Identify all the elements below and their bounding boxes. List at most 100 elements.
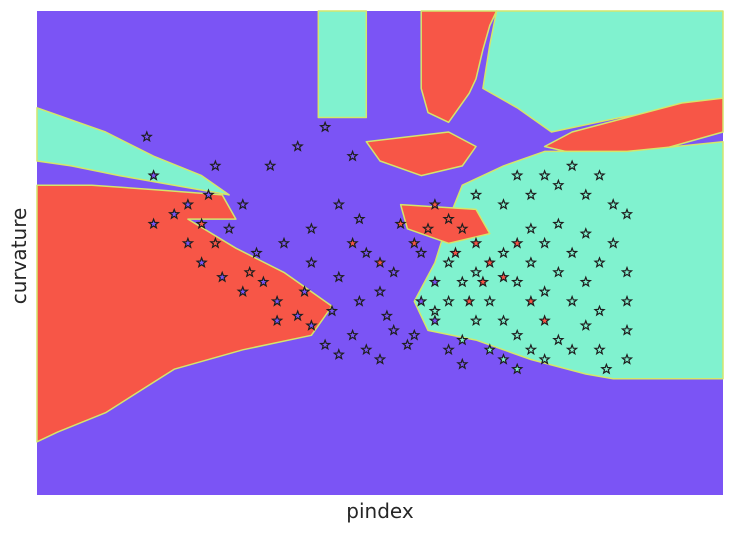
scatter-points xyxy=(140,120,634,375)
point-purple-6 xyxy=(216,270,229,283)
point-teal-36 xyxy=(607,198,620,210)
point-teal-25 xyxy=(524,222,538,235)
decision-regions xyxy=(36,10,724,495)
point-purple-8 xyxy=(257,275,270,288)
point-teal-6 xyxy=(552,265,565,278)
point-purple-44 xyxy=(270,314,284,326)
region-red-3 xyxy=(420,10,498,124)
point-purple-37 xyxy=(428,314,441,326)
point-red-11 xyxy=(346,236,359,249)
point-red-15 xyxy=(510,236,524,249)
point-purple-14 xyxy=(346,328,359,341)
point-teal-14 xyxy=(538,352,551,365)
point-teal-23 xyxy=(497,353,510,365)
point-teal-32 xyxy=(620,265,634,278)
point-teal-3 xyxy=(510,275,524,288)
point-teal-41 xyxy=(469,188,483,201)
point-red-7 xyxy=(449,246,462,259)
point-teal-12 xyxy=(510,328,524,341)
point-purple-45 xyxy=(298,285,311,298)
point-teal-35 xyxy=(620,352,634,365)
point-purple-46 xyxy=(325,304,339,317)
region-red-1 xyxy=(36,184,333,443)
point-purple-34 xyxy=(373,285,387,298)
point-teal-40 xyxy=(497,198,510,210)
point-teal-4 xyxy=(524,256,538,269)
point-purple-16 xyxy=(373,353,387,365)
point-teal-38 xyxy=(552,178,565,191)
point-purple-38 xyxy=(442,343,455,356)
point-teal-15 xyxy=(552,333,565,346)
point-teal-44 xyxy=(538,169,551,181)
point-teal-30 xyxy=(593,256,606,269)
point-teal-28 xyxy=(565,246,579,259)
point-purple-15 xyxy=(360,343,373,356)
point-purple-3 xyxy=(167,207,181,220)
point-red-12 xyxy=(195,217,208,230)
point-teal-46 xyxy=(620,207,634,220)
point-red-0 xyxy=(408,236,421,249)
point-purple-0 xyxy=(140,130,153,143)
point-teal-17 xyxy=(579,319,593,331)
point-purple-33 xyxy=(360,246,373,259)
point-teal-21 xyxy=(456,333,469,346)
y-axis-label: curvature xyxy=(7,208,31,305)
point-purple-30 xyxy=(250,246,263,259)
point-red-10 xyxy=(373,256,387,269)
point-teal-0 xyxy=(442,256,455,269)
point-teal-22 xyxy=(483,343,496,356)
point-red-2 xyxy=(442,212,455,225)
point-red-9 xyxy=(497,270,510,283)
point-teal-19 xyxy=(600,362,613,375)
point-teal-39 xyxy=(524,188,538,201)
point-purple-21 xyxy=(332,198,346,210)
point-purple-49 xyxy=(408,328,421,341)
point-purple-22 xyxy=(353,212,366,225)
region-teal-7 xyxy=(413,140,724,380)
point-red-8 xyxy=(483,256,496,269)
point-teal-10 xyxy=(483,294,496,307)
point-purple-11 xyxy=(305,319,318,331)
point-purple-25 xyxy=(264,159,277,172)
point-purple-27 xyxy=(319,120,332,133)
point-teal-42 xyxy=(593,169,606,181)
point-purple-23 xyxy=(236,198,250,210)
region-teal-2 xyxy=(317,10,368,119)
point-purple-9 xyxy=(270,294,284,307)
point-teal-31 xyxy=(607,236,620,249)
point-purple-10 xyxy=(291,309,304,322)
point-purple-1 xyxy=(147,169,160,181)
point-purple-18 xyxy=(401,338,414,351)
point-red-13 xyxy=(209,236,222,249)
point-purple-20 xyxy=(305,222,318,235)
point-red-16 xyxy=(524,294,538,307)
point-teal-34 xyxy=(620,323,634,336)
point-purple-19 xyxy=(277,236,291,249)
point-purple-32 xyxy=(332,270,346,283)
region-red-5 xyxy=(543,97,724,157)
point-purple-13 xyxy=(332,348,345,360)
point-purple-48 xyxy=(380,309,394,322)
point-teal-33 xyxy=(620,294,634,307)
point-purple-17 xyxy=(387,323,400,336)
point-red-17 xyxy=(538,314,551,326)
point-purple-5 xyxy=(195,256,208,269)
point-purple-24 xyxy=(202,188,215,201)
x-axis-label: pindex xyxy=(346,499,414,523)
point-teal-37 xyxy=(579,188,593,201)
point-purple-2 xyxy=(147,217,160,230)
point-teal-13 xyxy=(524,343,538,356)
point-teal-9 xyxy=(593,304,606,317)
point-purple-31 xyxy=(305,256,318,269)
point-red-6 xyxy=(394,217,407,230)
point-teal-8 xyxy=(579,275,593,288)
point-teal-11 xyxy=(497,314,510,326)
point-purple-26 xyxy=(291,139,304,152)
point-purple-47 xyxy=(353,294,366,307)
point-purple-29 xyxy=(222,222,236,235)
point-purple-41 xyxy=(428,275,441,288)
point-teal-29 xyxy=(579,227,593,239)
point-teal-27 xyxy=(552,217,565,230)
point-purple-42 xyxy=(209,159,222,172)
point-purple-39 xyxy=(456,357,469,370)
